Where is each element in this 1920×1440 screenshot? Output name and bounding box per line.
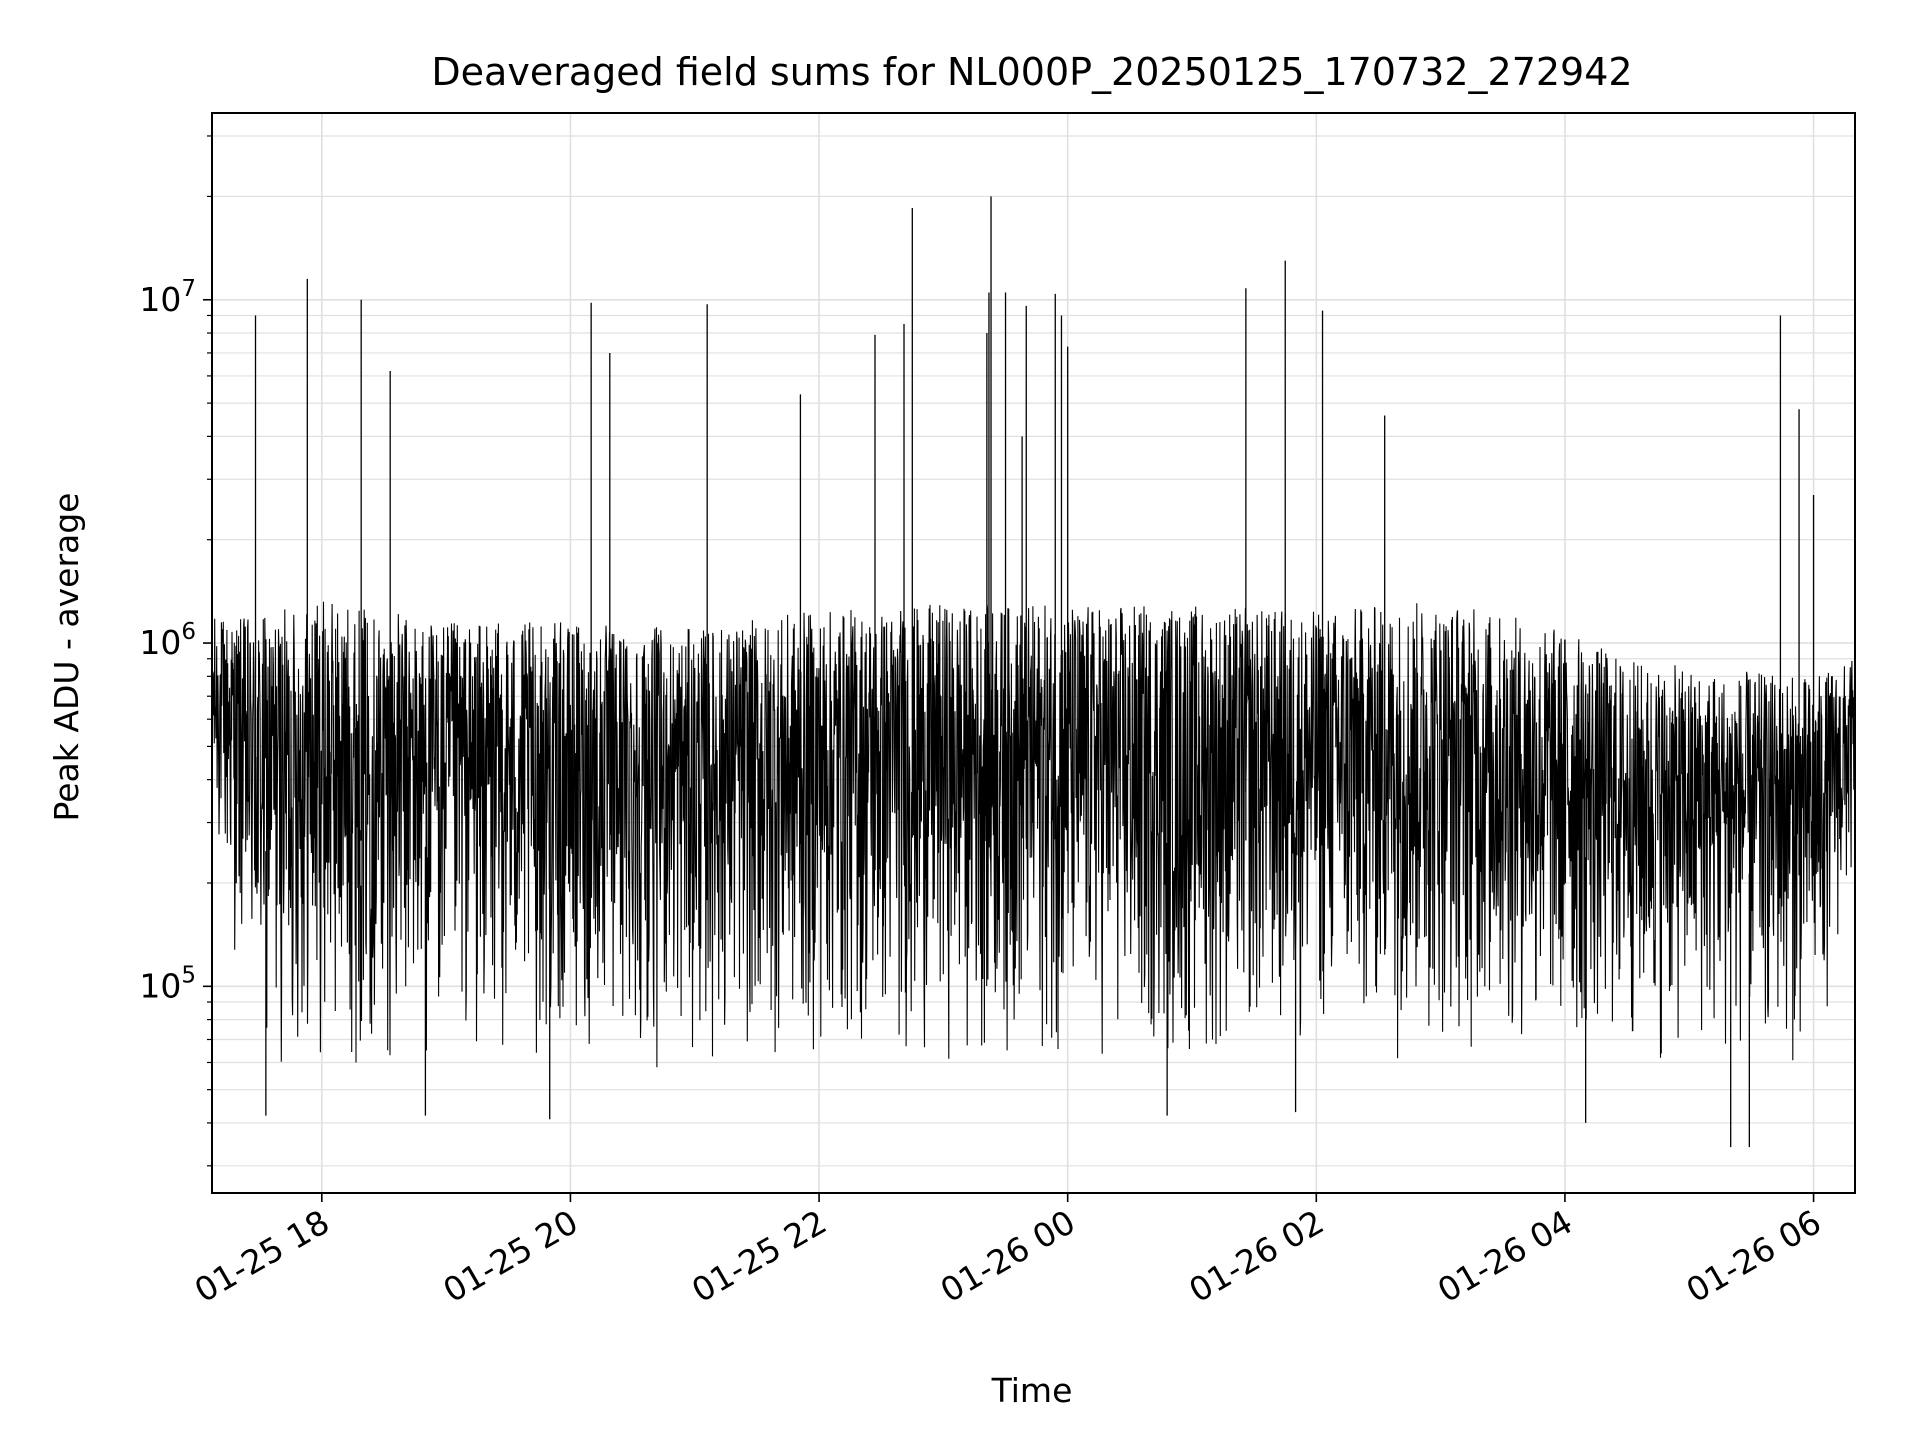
y-axis-label: Peak ADU - average (47, 493, 86, 822)
x-axis-label: Time (991, 1371, 1073, 1410)
chart-title: Deaveraged field sums for NL000P_2025012… (431, 50, 1632, 94)
data-series (211, 196, 1856, 1148)
series-line (211, 601, 1856, 1068)
y-tick-label: 107 (139, 276, 196, 319)
y-tick-label: 106 (139, 619, 196, 662)
plot-area-frame (211, 112, 1856, 1194)
y-tick-label: 105 (139, 962, 196, 1005)
